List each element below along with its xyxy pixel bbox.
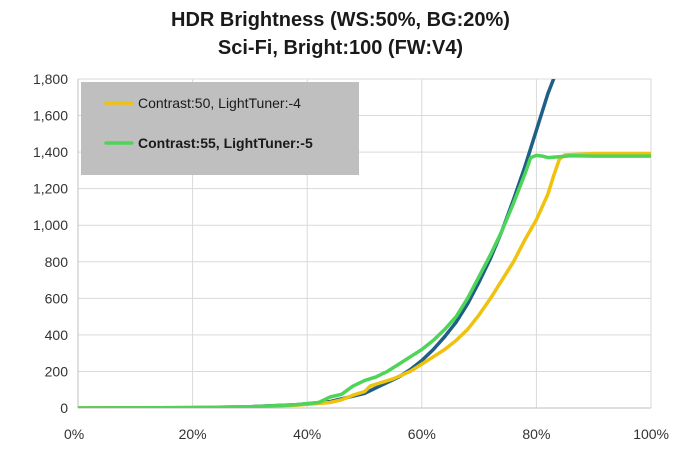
x-tick-label: 80% (522, 426, 550, 442)
x-tick-label: 60% (408, 426, 436, 442)
legend-label: Contrast:55, LightTuner:-5 (138, 135, 313, 151)
y-tick-label: 1,400 (33, 144, 68, 160)
chart-title: HDR Brightness (WS:50%, BG:20%) (171, 9, 510, 31)
legend: Contrast:50, LightTuner:-4 Contrast:55, L… (81, 82, 359, 175)
x-tick-label: 0% (64, 426, 84, 442)
y-tick-label: 1,800 (33, 71, 68, 87)
y-tick-label: 1,000 (33, 217, 68, 233)
y-tick-label: 400 (45, 327, 69, 343)
y-tick-label: 1,200 (33, 181, 68, 197)
y-tick-label: 800 (45, 254, 69, 270)
y-tick-label: 200 (45, 363, 69, 379)
series-line (78, 153, 651, 408)
x-tick-label: 20% (179, 426, 207, 442)
y-tick-label: 0 (60, 400, 68, 416)
legend-label: Contrast:50, LightTuner:-4 (138, 95, 301, 111)
legend-box (81, 82, 359, 175)
x-tick-label: 100% (633, 426, 669, 442)
x-tick-label: 40% (293, 426, 321, 442)
series-line (78, 151, 651, 408)
y-tick-label: 1,600 (33, 108, 68, 124)
chart-subtitle: Sci-Fi, Bright:100 (FW:V4) (217, 37, 464, 59)
y-tick-label: 600 (45, 290, 69, 306)
